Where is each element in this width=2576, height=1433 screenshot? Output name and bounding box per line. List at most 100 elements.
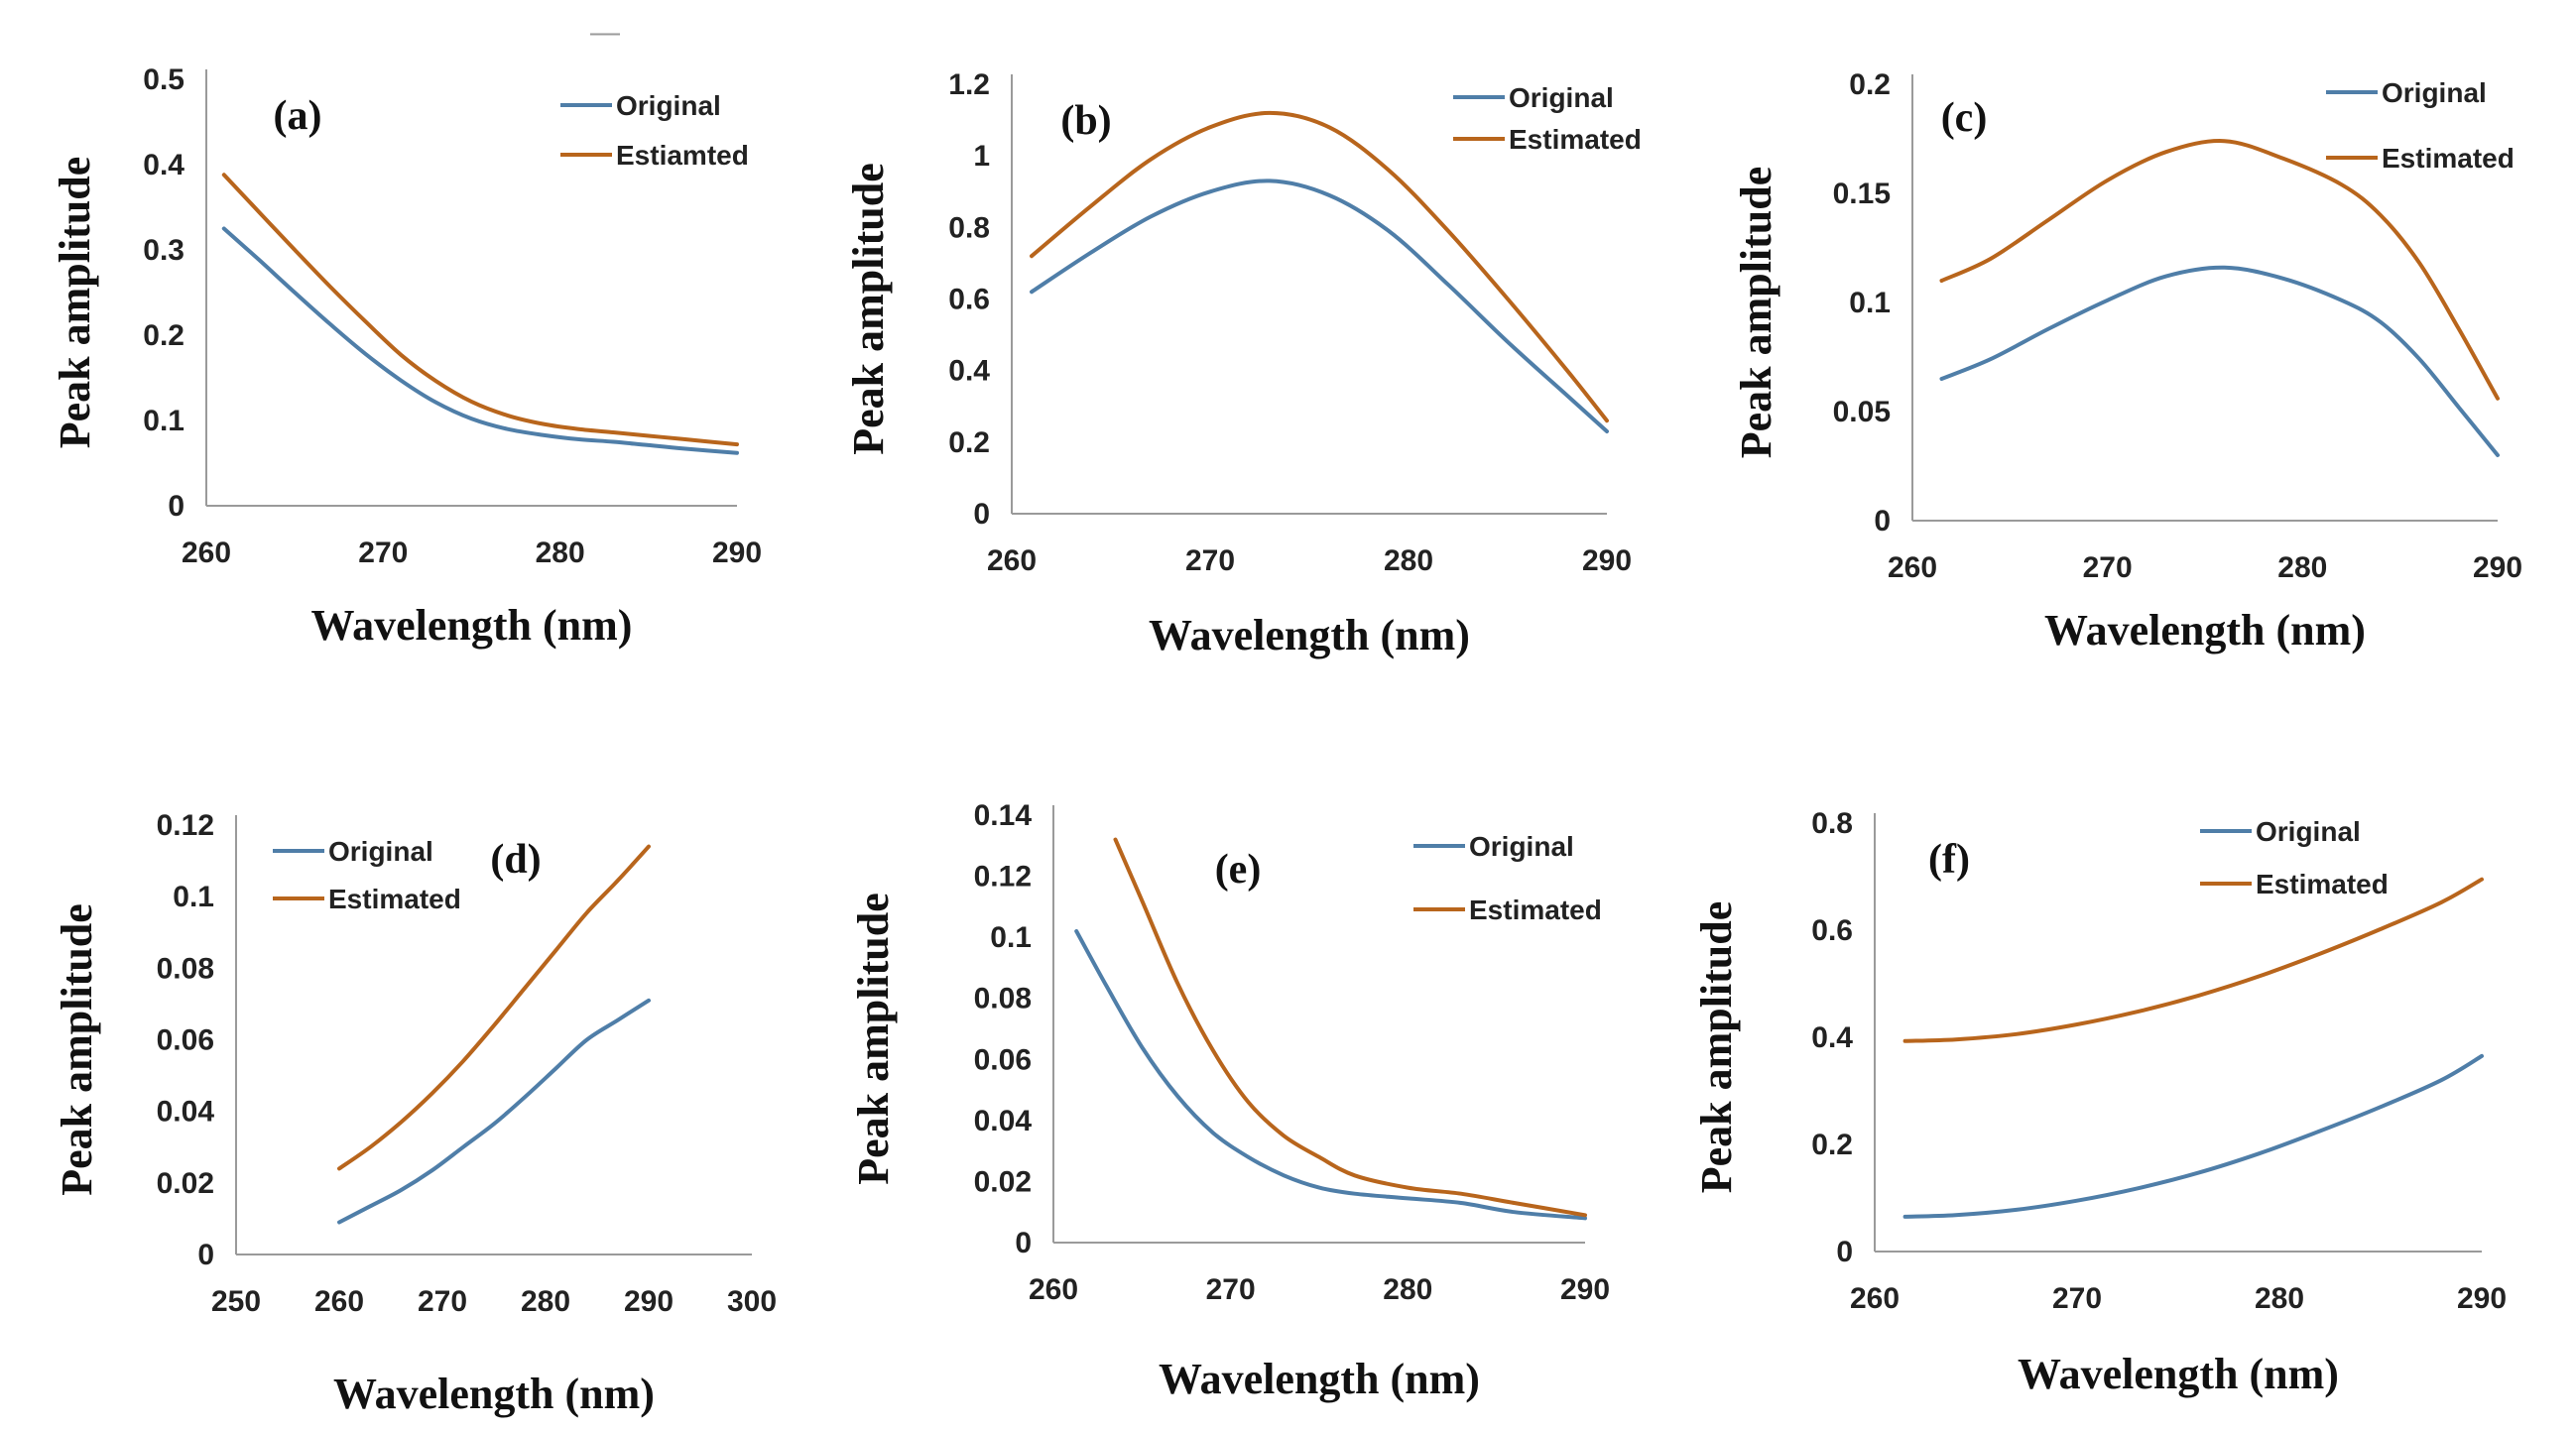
- y-tick-label: 0.4: [143, 149, 184, 181]
- legend-label: Estimated: [1509, 124, 1642, 155]
- y-axis-title: Peak amplitude: [1692, 901, 1741, 1194]
- y-tick-label: 0: [1015, 1227, 1032, 1259]
- y-tick-label: 1.2: [948, 68, 990, 101]
- legend-label: Estimated: [328, 884, 461, 914]
- legend-label: Estimated: [2382, 143, 2515, 174]
- panels: 0 0.1 0.2 0.3 0.4 0.5 260 270 280 290 Wavelength (…: [51, 63, 2522, 1418]
- series-line-estimated: [1939, 139, 2500, 401]
- y-tick-label: 0.06: [157, 1024, 214, 1057]
- x-tick-label: 270: [2083, 551, 2133, 584]
- x-axis-title: Wavelength (nm): [2018, 1350, 2339, 1398]
- y-tick-label: 0.2: [143, 319, 184, 352]
- y-tick-label: 0.05: [1833, 396, 1891, 428]
- x-tick-label: 280: [536, 537, 585, 569]
- panel-label: (f): [1928, 837, 1970, 883]
- y-tick-label: 0: [973, 498, 990, 531]
- x-tick-label: 260: [1029, 1273, 1078, 1306]
- legend-label: Original: [616, 90, 721, 121]
- y-tick-label: 0.1: [1849, 287, 1891, 319]
- y-tick-label: 0.6: [1811, 914, 1853, 947]
- y-tick-label: 0.4: [948, 355, 990, 388]
- panel-label: (d): [490, 837, 541, 883]
- figure-mark: —: [590, 16, 620, 49]
- y-tick-label: 0.8: [948, 211, 990, 244]
- y-tick-label: 0.3: [143, 234, 184, 267]
- chart-panel-5: 0 0.02 0.04 0.06 0.08 0.1 0.12 0.14 260 270 280 290…: [849, 799, 1610, 1403]
- y-axis-title: Peak amplitude: [844, 163, 893, 455]
- y-tick-label: 0.5: [143, 63, 184, 96]
- y-tick-label: 0.2: [1849, 68, 1891, 101]
- y-tick-label: 0: [1836, 1236, 1853, 1268]
- chart-panel-4: 0 0.02 0.04 0.06 0.08 0.1 0.12 250 260 270 280 290 3…: [53, 809, 777, 1418]
- legend-label: Original: [1469, 831, 1574, 862]
- x-tick-label: 260: [182, 537, 231, 569]
- x-tick-label: 280: [1384, 544, 1433, 577]
- x-tick-label: 260: [987, 544, 1037, 577]
- panel-label: (b): [1060, 98, 1111, 144]
- y-axis-title: Peak amplitude: [1732, 167, 1780, 459]
- legend-label: Original: [2382, 77, 2487, 108]
- series-line-original: [221, 226, 739, 455]
- legend-label: Estimated: [2256, 869, 2389, 899]
- x-axis-title: Wavelength (nm): [333, 1370, 655, 1418]
- x-tick-label: 270: [358, 537, 408, 569]
- panel-label: (a): [274, 93, 322, 139]
- y-tick-label: 0.12: [157, 809, 214, 842]
- y-tick-label: 0.1: [990, 921, 1032, 954]
- y-tick-label: 0.12: [974, 861, 1032, 894]
- y-tick-label: 0.04: [157, 1096, 215, 1129]
- y-tick-label: 0.08: [157, 952, 214, 985]
- x-tick-label: 300: [727, 1285, 777, 1318]
- y-tick-label: 0.06: [974, 1043, 1032, 1076]
- y-tick-label: 0.1: [173, 881, 214, 913]
- y-axis-title: Peak amplitude: [53, 903, 101, 1196]
- x-tick-label: 280: [2277, 551, 2327, 584]
- y-axis-title: Peak amplitude: [51, 157, 99, 449]
- x-tick-label: 290: [2457, 1282, 2507, 1315]
- y-tick-label: 0: [1874, 505, 1891, 537]
- x-tick-label: 290: [624, 1285, 674, 1318]
- x-axis-title: Wavelength (nm): [311, 601, 633, 650]
- series-line-original: [337, 998, 651, 1225]
- series-line-original: [1074, 929, 1587, 1221]
- series-line-estiamted: [221, 173, 739, 447]
- series-line-original: [1902, 1053, 2484, 1219]
- y-tick-label: 0.8: [1811, 807, 1853, 840]
- x-tick-label: 280: [1383, 1273, 1432, 1306]
- chart-panel-1: 0 0.1 0.2 0.3 0.4 0.5 260 270 280 290 Wavelength (…: [51, 63, 762, 650]
- y-tick-label: 0.1: [143, 405, 184, 437]
- x-tick-label: 290: [2473, 551, 2522, 584]
- legend-label: Estiamted: [616, 140, 749, 171]
- y-tick-label: 1: [973, 140, 990, 173]
- y-tick-label: 0.04: [974, 1105, 1033, 1137]
- x-tick-label: 290: [1582, 544, 1632, 577]
- x-axis-title: Wavelength (nm): [2044, 606, 2366, 655]
- x-tick-label: 280: [521, 1285, 570, 1318]
- chart-panel-3: 0 0.05 0.1 0.15 0.2 260 270 280 290 Wavelength (n…: [1732, 68, 2522, 655]
- x-tick-label: 260: [1888, 551, 1937, 584]
- x-tick-label: 290: [1560, 1273, 1610, 1306]
- y-tick-label: 0: [197, 1239, 214, 1271]
- y-tick-label: 0.02: [157, 1167, 214, 1200]
- y-tick-label: 0.2: [948, 426, 990, 459]
- chart-panel-6: 0 0.2 0.4 0.6 0.8 260 270 280 290 Wavelength (nm)…: [1692, 807, 2507, 1398]
- x-tick-label: 260: [1850, 1282, 1900, 1315]
- x-tick-label: 280: [2255, 1282, 2304, 1315]
- x-tick-label: 270: [1185, 544, 1235, 577]
- y-axis-title: Peak amplitude: [849, 893, 898, 1185]
- y-tick-label: 0.08: [974, 983, 1032, 1015]
- chart-panel-2: 0 0.2 0.4 0.6 0.8 1 1.2 260 270 280 290 Wavelength …: [844, 68, 1642, 659]
- series-line-original: [1939, 265, 2500, 457]
- series-line-estimated: [1902, 877, 2484, 1043]
- y-tick-label: 0.6: [948, 284, 990, 316]
- y-tick-label: 0.14: [974, 799, 1033, 832]
- legend-label: Original: [328, 836, 433, 867]
- x-tick-label: 270: [2052, 1282, 2102, 1315]
- panel-label: (e): [1215, 847, 1262, 893]
- legend-label: Original: [2256, 816, 2361, 847]
- panel-label: (c): [1941, 95, 1988, 141]
- y-tick-label: 0.2: [1811, 1129, 1853, 1161]
- x-axis-title: Wavelength (nm): [1159, 1355, 1480, 1403]
- y-tick-label: 0: [168, 490, 184, 523]
